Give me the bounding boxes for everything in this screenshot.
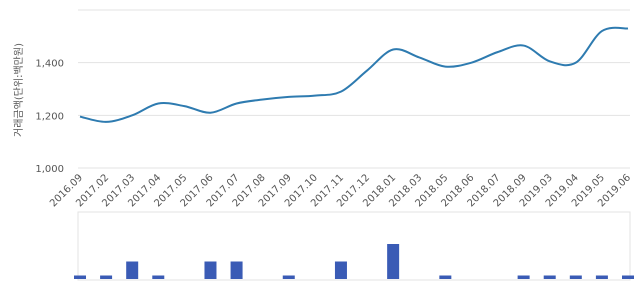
y-tick-label: 1,200 [35, 111, 64, 122]
volume-bar [230, 261, 243, 279]
volume-bar [152, 275, 165, 279]
volume-frame [77, 211, 631, 281]
y-tick-label: 1,000 [35, 164, 64, 175]
volume-bar [569, 275, 582, 279]
volume-bar [595, 275, 608, 279]
y-tick-label: 1,400 [35, 59, 64, 70]
volume-bar [126, 261, 139, 279]
volume-bar [387, 244, 400, 279]
volume-bar [100, 275, 113, 279]
volume-bar [204, 261, 217, 279]
volume-bar [439, 275, 452, 279]
volume-bar [517, 275, 530, 279]
volume-bar [74, 275, 86, 279]
volume-bar [622, 275, 634, 279]
volume-bar [543, 275, 556, 279]
y-axis-label: 거래금액(단위:백만원) [12, 43, 25, 137]
volume-bar [282, 275, 295, 279]
price-line [79, 26, 629, 123]
volume-bar [334, 261, 347, 279]
